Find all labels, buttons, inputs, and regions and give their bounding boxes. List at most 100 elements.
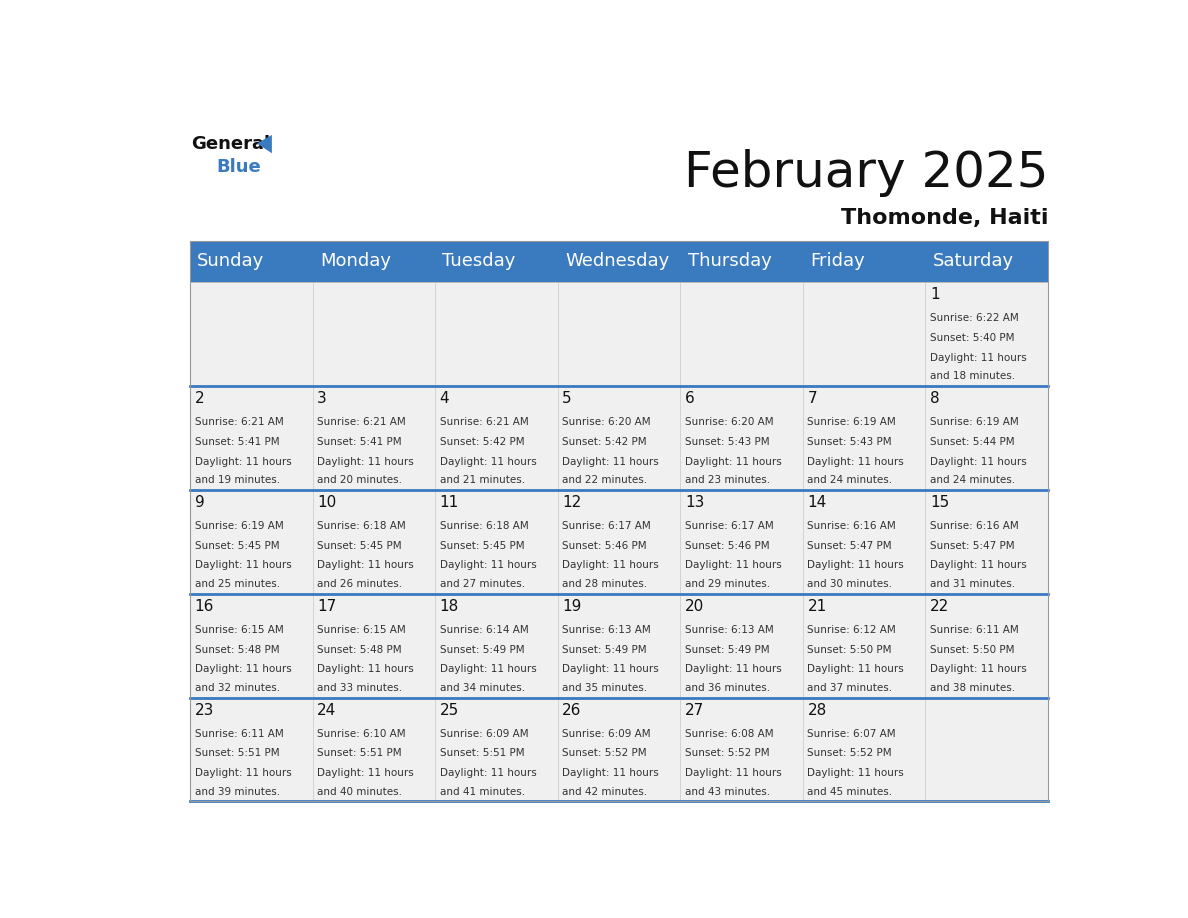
Bar (312, 594, 435, 698)
Bar (435, 698, 557, 801)
Text: Blue: Blue (216, 158, 261, 175)
Text: Sunrise: 6:13 AM: Sunrise: 6:13 AM (684, 625, 773, 634)
Text: Sunset: 5:46 PM: Sunset: 5:46 PM (562, 541, 647, 551)
Text: Daylight: 11 hours: Daylight: 11 hours (562, 560, 659, 570)
Text: 26: 26 (562, 702, 582, 718)
Text: and 34 minutes.: and 34 minutes. (440, 683, 525, 693)
Text: Sunset: 5:46 PM: Sunset: 5:46 PM (684, 541, 770, 551)
Text: 5: 5 (562, 391, 571, 406)
Text: 20: 20 (684, 599, 704, 613)
Bar (803, 386, 925, 489)
Text: Daylight: 11 hours: Daylight: 11 hours (317, 560, 413, 570)
Bar (190, 489, 312, 594)
Text: Sunset: 5:43 PM: Sunset: 5:43 PM (684, 437, 770, 447)
Bar (681, 386, 803, 489)
Text: and 24 minutes.: and 24 minutes. (930, 475, 1016, 485)
Text: Daylight: 11 hours: Daylight: 11 hours (930, 560, 1026, 570)
Text: Daylight: 11 hours: Daylight: 11 hours (440, 456, 537, 466)
Text: 6: 6 (684, 391, 695, 406)
Text: 25: 25 (440, 702, 459, 718)
Bar (925, 594, 1048, 698)
Text: 12: 12 (562, 495, 582, 509)
Text: 13: 13 (684, 495, 704, 509)
Text: February 2025: February 2025 (683, 149, 1048, 197)
Text: and 24 minutes.: and 24 minutes. (808, 475, 892, 485)
Bar (925, 489, 1048, 594)
Text: and 19 minutes.: and 19 minutes. (195, 475, 279, 485)
Text: Daylight: 11 hours: Daylight: 11 hours (195, 560, 291, 570)
Text: and 43 minutes.: and 43 minutes. (684, 787, 770, 797)
Bar (803, 489, 925, 594)
Text: Wednesday: Wednesday (565, 252, 669, 271)
Text: Sunset: 5:48 PM: Sunset: 5:48 PM (317, 644, 402, 655)
Text: Sunrise: 6:16 AM: Sunrise: 6:16 AM (930, 521, 1019, 531)
Text: Daylight: 11 hours: Daylight: 11 hours (317, 665, 413, 675)
Bar (190, 386, 312, 489)
Text: and 20 minutes.: and 20 minutes. (317, 475, 402, 485)
Text: Daylight: 11 hours: Daylight: 11 hours (317, 456, 413, 466)
Text: Sunrise: 6:20 AM: Sunrise: 6:20 AM (684, 417, 773, 427)
Bar (557, 241, 681, 282)
Text: Daylight: 11 hours: Daylight: 11 hours (808, 768, 904, 778)
Text: Sunset: 5:52 PM: Sunset: 5:52 PM (562, 748, 647, 758)
Text: and 18 minutes.: and 18 minutes. (930, 371, 1016, 381)
Bar (312, 698, 435, 801)
Text: 19: 19 (562, 599, 582, 613)
Text: Sunset: 5:48 PM: Sunset: 5:48 PM (195, 644, 279, 655)
Text: Daylight: 11 hours: Daylight: 11 hours (808, 560, 904, 570)
Bar (803, 698, 925, 801)
Text: Sunset: 5:52 PM: Sunset: 5:52 PM (808, 748, 892, 758)
Text: Daylight: 11 hours: Daylight: 11 hours (562, 768, 659, 778)
Text: 14: 14 (808, 495, 827, 509)
Text: Sunrise: 6:12 AM: Sunrise: 6:12 AM (808, 625, 896, 634)
Text: and 31 minutes.: and 31 minutes. (930, 579, 1016, 588)
Text: and 40 minutes.: and 40 minutes. (317, 787, 402, 797)
Text: Sunrise: 6:17 AM: Sunrise: 6:17 AM (684, 521, 773, 531)
Text: Sunset: 5:40 PM: Sunset: 5:40 PM (930, 333, 1015, 342)
Text: 22: 22 (930, 599, 949, 613)
Text: Sunset: 5:45 PM: Sunset: 5:45 PM (440, 541, 524, 551)
Text: and 45 minutes.: and 45 minutes. (808, 787, 892, 797)
Text: Sunrise: 6:07 AM: Sunrise: 6:07 AM (808, 729, 896, 739)
Text: Sunset: 5:41 PM: Sunset: 5:41 PM (195, 437, 279, 447)
Bar (435, 594, 557, 698)
Text: Sunrise: 6:18 AM: Sunrise: 6:18 AM (317, 521, 406, 531)
Text: Daylight: 11 hours: Daylight: 11 hours (808, 456, 904, 466)
Text: and 33 minutes.: and 33 minutes. (317, 683, 403, 693)
Text: 27: 27 (684, 702, 704, 718)
Bar (557, 282, 681, 386)
Text: Daylight: 11 hours: Daylight: 11 hours (440, 768, 537, 778)
Text: Sunrise: 6:14 AM: Sunrise: 6:14 AM (440, 625, 529, 634)
Text: and 41 minutes.: and 41 minutes. (440, 787, 525, 797)
Text: 24: 24 (317, 702, 336, 718)
Text: 21: 21 (808, 599, 827, 613)
Text: Sunset: 5:51 PM: Sunset: 5:51 PM (440, 748, 524, 758)
Text: Sunset: 5:44 PM: Sunset: 5:44 PM (930, 437, 1015, 447)
Text: Sunset: 5:52 PM: Sunset: 5:52 PM (684, 748, 770, 758)
Text: Saturday: Saturday (933, 252, 1013, 271)
Text: 28: 28 (808, 702, 827, 718)
Text: Daylight: 11 hours: Daylight: 11 hours (195, 456, 291, 466)
Text: Sunset: 5:51 PM: Sunset: 5:51 PM (317, 748, 402, 758)
Bar (435, 282, 557, 386)
Text: 17: 17 (317, 599, 336, 613)
Text: Sunrise: 6:11 AM: Sunrise: 6:11 AM (195, 729, 283, 739)
Bar (435, 241, 557, 282)
Bar (925, 386, 1048, 489)
Bar (681, 594, 803, 698)
Text: Sunrise: 6:11 AM: Sunrise: 6:11 AM (930, 625, 1019, 634)
Text: 4: 4 (440, 391, 449, 406)
Text: Sunrise: 6:09 AM: Sunrise: 6:09 AM (440, 729, 529, 739)
Text: and 32 minutes.: and 32 minutes. (195, 683, 279, 693)
Text: Sunset: 5:50 PM: Sunset: 5:50 PM (808, 644, 892, 655)
Text: and 28 minutes.: and 28 minutes. (562, 579, 647, 588)
Bar (190, 282, 312, 386)
Text: Sunrise: 6:19 AM: Sunrise: 6:19 AM (195, 521, 283, 531)
Bar (312, 241, 435, 282)
Text: Daylight: 11 hours: Daylight: 11 hours (195, 665, 291, 675)
Text: 3: 3 (317, 391, 327, 406)
Text: Sunrise: 6:17 AM: Sunrise: 6:17 AM (562, 521, 651, 531)
Text: Daylight: 11 hours: Daylight: 11 hours (562, 665, 659, 675)
Text: and 22 minutes.: and 22 minutes. (562, 475, 647, 485)
Text: Sunrise: 6:08 AM: Sunrise: 6:08 AM (684, 729, 773, 739)
